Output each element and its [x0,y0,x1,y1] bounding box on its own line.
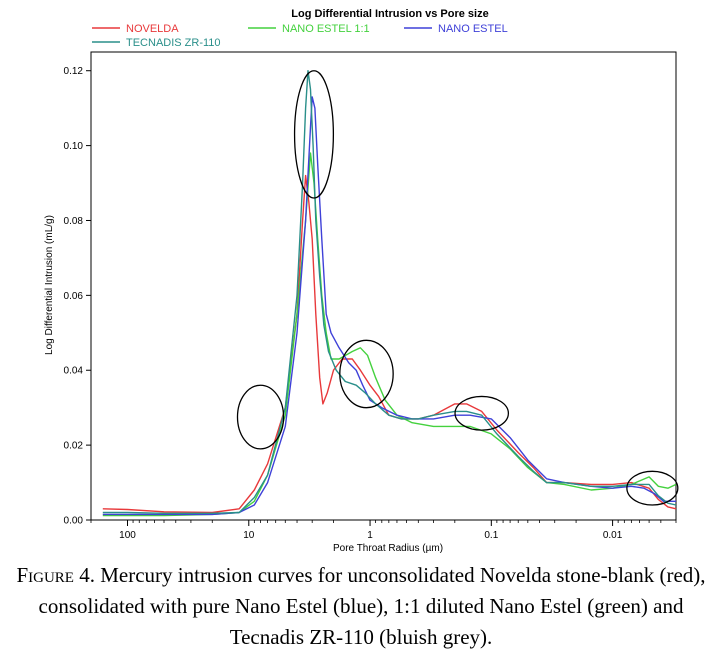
caption-figure-label: Figure 4. [16,563,95,587]
legend-label-nano-estel: NANO ESTEL [438,23,508,35]
series-line-tecnadis-zr-110 [102,69,677,514]
legend-item-nano-estel-1-1: NANO ESTEL 1:1 [248,23,370,35]
legend-item-nano-estel: NANO ESTEL [404,23,508,35]
annotations [236,70,679,506]
legend-item-novelda: NOVELDA [92,23,179,35]
legend-label-tecnadis: TECNADIS ZR-110 [126,37,221,49]
annotation-ellipse [236,384,285,450]
legend-item-tecnadis: TECNADIS ZR-110 [92,37,221,49]
x-tick-label: 0.01 [603,530,623,541]
y-axis-ticks: 0.00 0.02 0.04 0.06 0.08 0.10 0.12 [64,66,91,527]
annotation-ellipse [454,395,510,431]
x-tick-label: 100 [119,530,136,541]
y-tick-label: 0.04 [64,366,84,377]
legend-label-novelda: NOVELDA [126,23,179,35]
legend: NOVELDA NANO ESTEL 1:1 NANO ESTEL TECNAD… [92,23,508,49]
y-tick-label: 0.10 [64,141,84,152]
figure-caption: Figure 4. Mercury intrusion curves for u… [0,560,722,653]
chart-title: Log Differential Intrusion vs Pore size [291,8,488,20]
x-axis-label: Pore Throat Radius (µm) [333,543,443,554]
legend-label-nano-estel-1-1: NANO ESTEL 1:1 [282,23,370,35]
annotation-ellipse [339,339,394,409]
series-lines [102,69,677,517]
chart: Log Differential Intrusion vs Pore size … [44,8,679,554]
series-line-nano-estel-1-1 [102,152,677,517]
y-tick-label: 0.12 [64,66,84,77]
x-tick-label: 0.1 [484,530,498,541]
annotation-ellipse [293,70,335,199]
y-axis-label: Log Differential Intrusion (mL/g) [44,215,55,355]
y-tick-label: 0.02 [64,441,84,452]
x-tick-label: 1 [367,530,373,541]
x-tick-label: 10 [243,530,255,541]
series-line-nano-estel [102,96,676,516]
y-tick-label: 0.00 [64,516,84,527]
y-tick-label: 0.08 [64,216,84,227]
caption-text: Mercury intrusion curves for unconsolida… [38,563,706,649]
x-axis-ticks: 100 10 1 0.1 0.01 [90,520,677,541]
y-tick-label: 0.06 [64,291,84,302]
series-line-novelda [102,174,677,514]
plot-area [90,51,677,521]
annotation-ellipse [626,470,679,506]
